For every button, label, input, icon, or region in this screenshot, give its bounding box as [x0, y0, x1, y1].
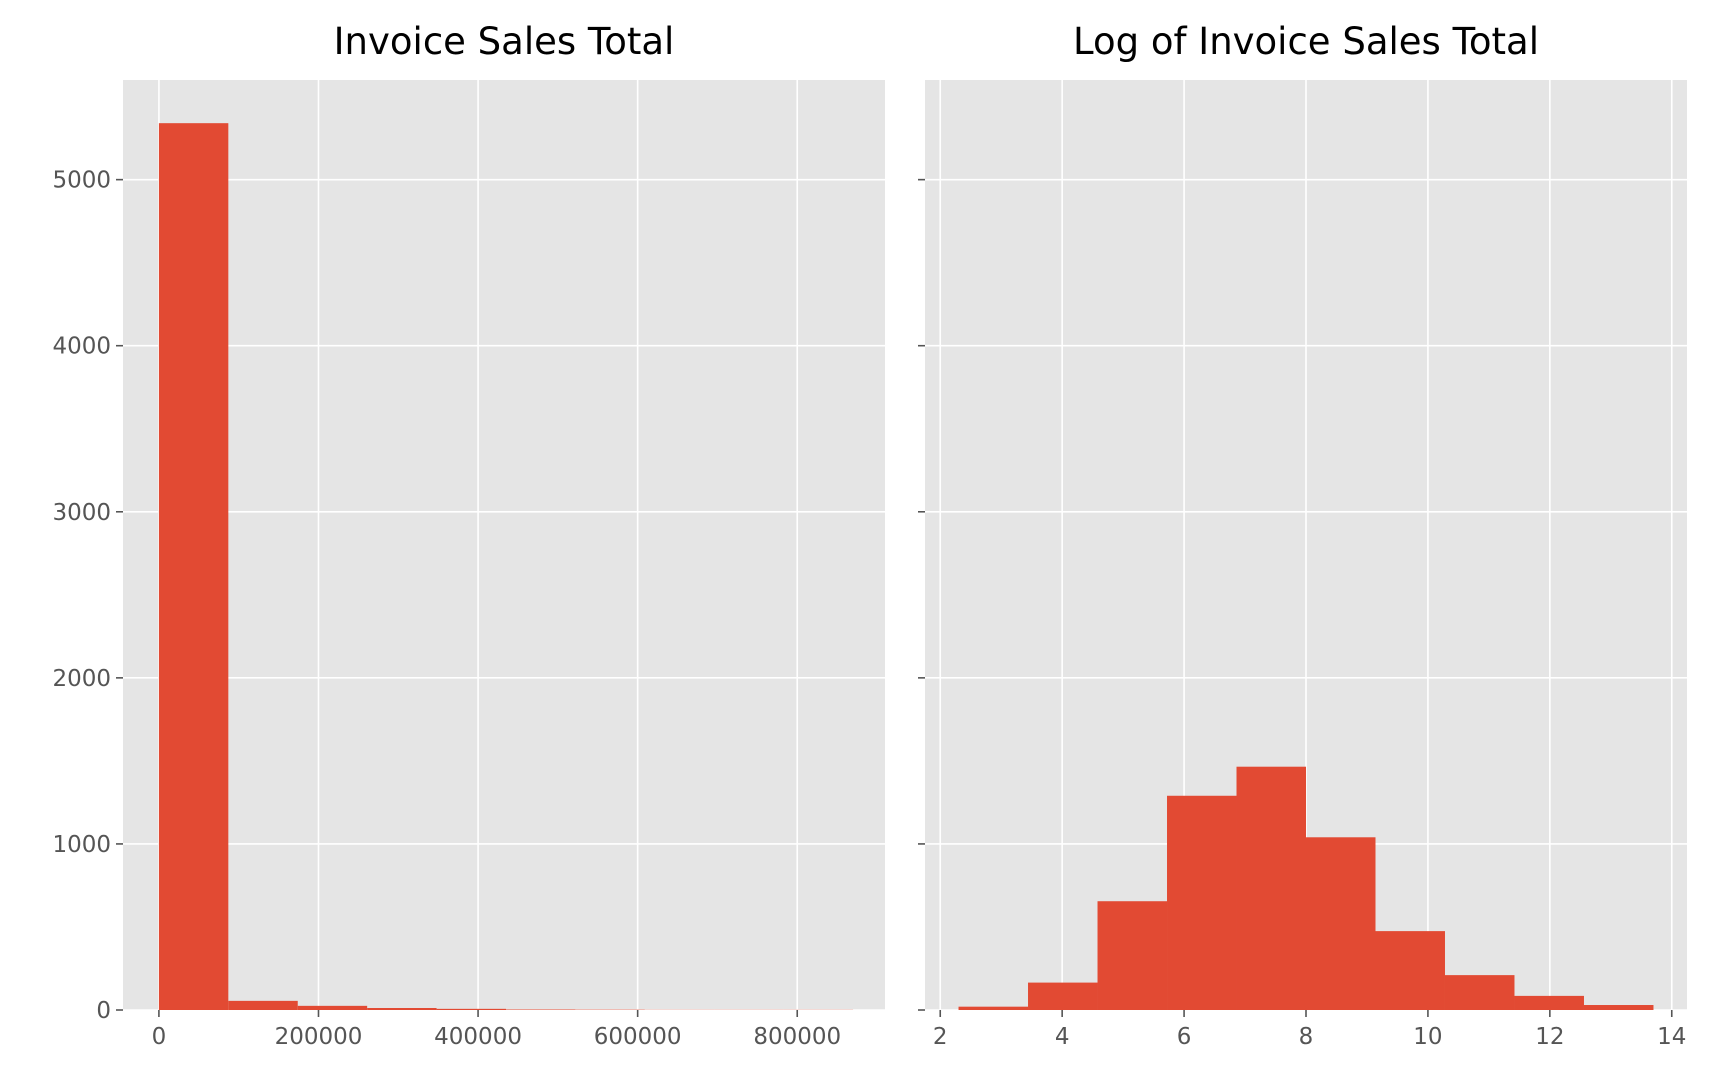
x-tick-label: 8 [1299, 1024, 1314, 1050]
y-tick-label: 3000 [52, 500, 111, 526]
histogram-bar [1375, 931, 1445, 1010]
left-histogram-panel: 0 1000 2000 3000 4000 5000 0 200000 400000 600000… [52, 20, 885, 1050]
x-tick-label: 0 [152, 1024, 167, 1050]
histogram-bar [958, 1006, 1029, 1010]
y-tick-label: 1000 [52, 832, 111, 858]
histogram-bar [1306, 837, 1376, 1010]
x-tick-label: 4 [1055, 1024, 1070, 1050]
histogram-bar [1236, 766, 1306, 1010]
x-tick-label: 14 [1657, 1024, 1686, 1050]
y-tick-label: 0 [96, 998, 111, 1024]
x-tick-label: 400000 [434, 1024, 522, 1050]
x-tick-label: 6 [1177, 1024, 1192, 1050]
x-tick-label: 600000 [594, 1024, 682, 1050]
x-tick-label: 200000 [275, 1024, 363, 1050]
x-tick-label: 10 [1413, 1024, 1442, 1050]
y-tick-label: 4000 [52, 334, 111, 360]
histogram-bar [158, 123, 229, 1010]
y-tick-label: 2000 [52, 666, 111, 692]
histogram-bar [297, 1005, 368, 1010]
histogram-bar [228, 1000, 298, 1010]
x-tick-label: 12 [1535, 1024, 1564, 1050]
histogram-bar [1583, 1005, 1654, 1010]
histogram-bar [367, 1008, 437, 1010]
histogram-bar [1167, 795, 1237, 1010]
right-histogram-panel: 2 4 6 8 10 12 14 Log of Invoice Sales Total [918, 20, 1687, 1050]
x-tick-label: 800000 [753, 1024, 841, 1050]
y-tick-label: 5000 [52, 168, 111, 194]
histogram-bar [1444, 975, 1515, 1010]
chart-title: Log of Invoice Sales Total [1073, 20, 1539, 63]
histogram-bar [436, 1008, 506, 1010]
histogram-bar [1514, 995, 1584, 1010]
histogram-bar [1028, 982, 1098, 1010]
histogram-bar [1097, 901, 1168, 1010]
plot-area-background [123, 80, 885, 1010]
x-tick-label: 2 [933, 1024, 948, 1050]
chart-title: Invoice Sales Total [334, 20, 675, 63]
